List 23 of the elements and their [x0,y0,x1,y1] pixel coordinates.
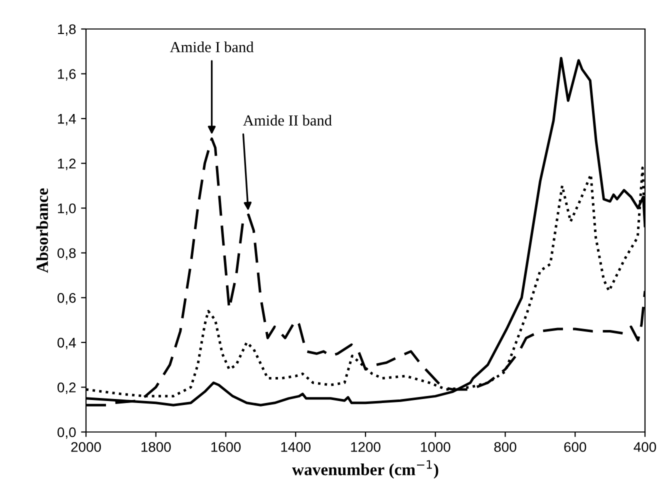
y-tick-label: 1,0 [58,203,76,215]
x-axis-title: wavenumber (cm$^{−1}$) [292,460,438,479]
y-tick-label: 0,0 [58,427,76,439]
x-tick-label: 1600 [211,442,241,452]
annotation: Amide I band [170,42,254,52]
annotation: Amide II band [243,114,332,126]
x-tick-label: 800 [494,442,516,452]
x-tick-label: 1000 [420,442,450,452]
x-tick-label: 600 [564,442,586,452]
x-tick-label: 2000 [71,442,101,452]
y-tick-label: 0,6 [58,293,76,304]
y-tick-label: 1,4 [58,114,76,126]
y-tick-label: 0,4 [58,338,76,350]
y-tick-label: 0,2 [58,382,76,394]
x-tick-label: 1200 [351,442,380,452]
x-tick-label: 400 [634,442,656,452]
x-tick-label: 1800 [141,442,171,452]
x-tick-label: 1400 [281,442,311,452]
y-tick-label: 0,8 [58,248,76,260]
y-tick-label: 1,2 [58,158,76,170]
y-tick-label: 1,6 [58,69,76,81]
y-tick-label: 1,8 [58,24,76,36]
y-axis-title: Absorbance [36,188,48,273]
